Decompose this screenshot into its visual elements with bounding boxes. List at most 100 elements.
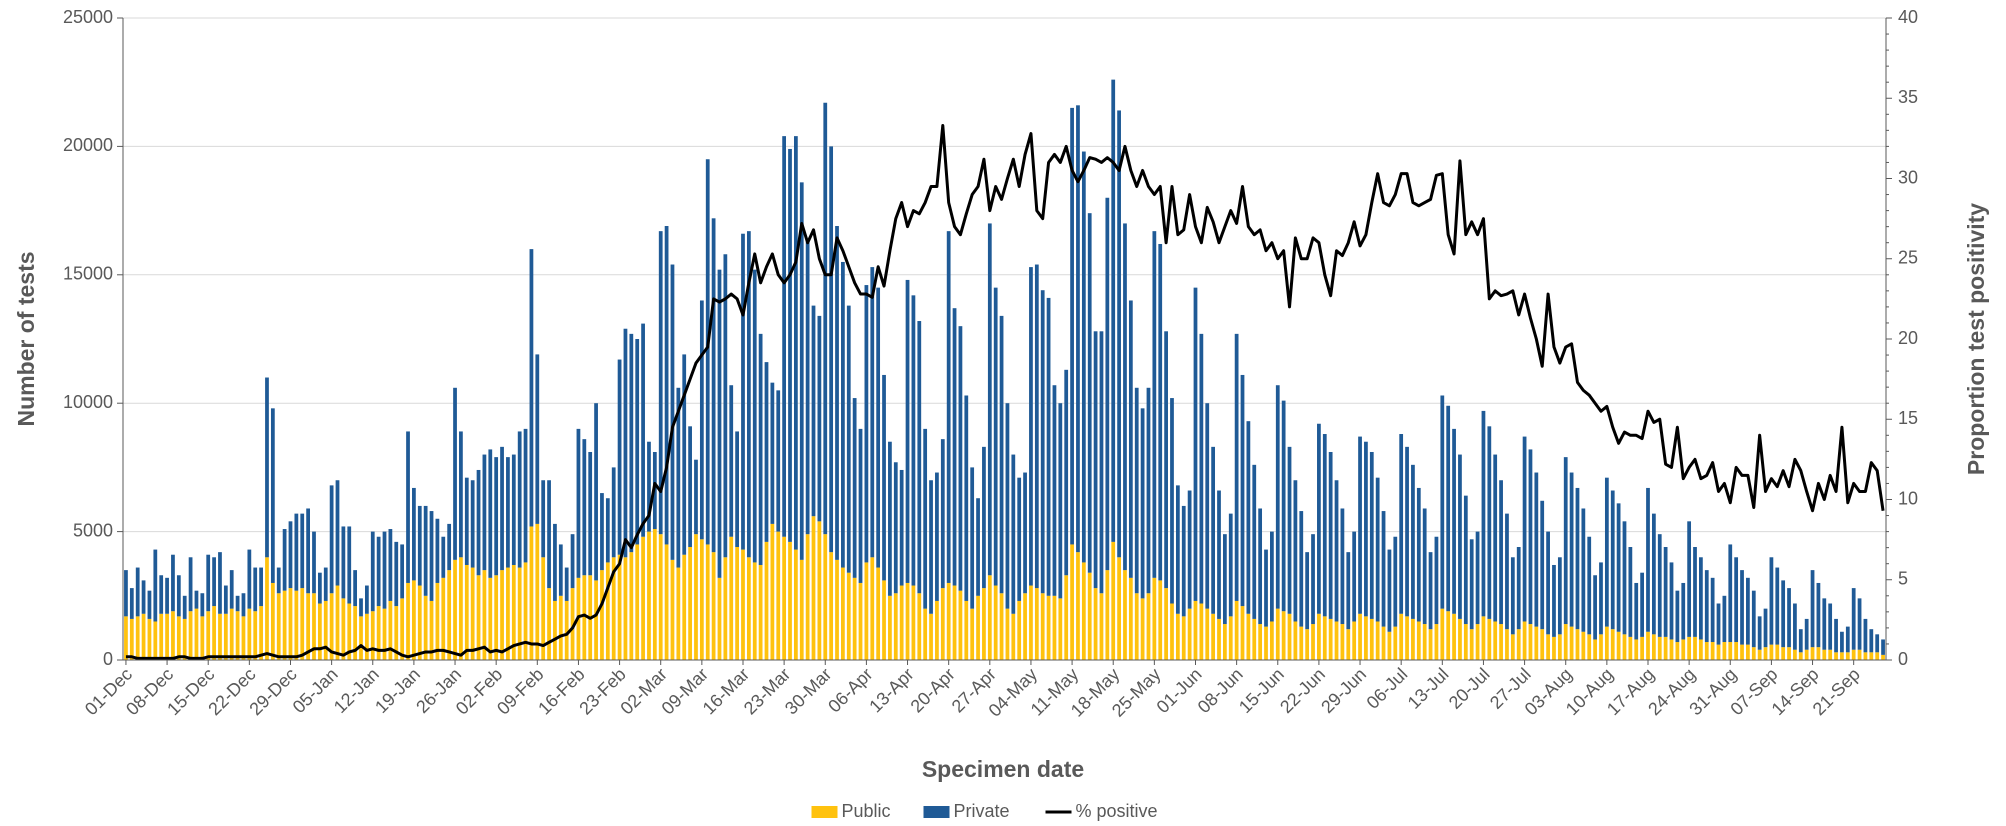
legend-label: % positive <box>1076 801 1158 821</box>
bar <box>882 374 886 581</box>
bar <box>147 590 152 619</box>
bar <box>124 616 128 660</box>
bar <box>723 557 728 660</box>
bar <box>500 446 504 571</box>
bar <box>688 426 692 548</box>
bar <box>135 616 140 660</box>
bar <box>1704 642 1709 660</box>
bar <box>1651 513 1656 635</box>
bar <box>276 593 281 660</box>
bar <box>1334 480 1339 622</box>
bar <box>1728 544 1733 643</box>
x-tick-label: 13-Jul <box>1404 664 1453 713</box>
bar <box>511 454 516 565</box>
bar <box>1881 639 1885 655</box>
bar <box>329 593 334 660</box>
bar <box>1769 644 1774 660</box>
bar <box>1828 603 1833 650</box>
bar <box>1070 107 1074 545</box>
bar <box>464 564 469 660</box>
bar <box>1522 621 1527 660</box>
y-tick-label: 25000 <box>63 7 113 27</box>
bar <box>376 606 381 660</box>
y2-tick-label: 25 <box>1898 248 1918 268</box>
bar <box>1734 642 1739 660</box>
bar <box>1175 485 1180 614</box>
bar <box>1510 557 1515 635</box>
bar <box>488 577 493 660</box>
bar <box>541 557 546 660</box>
bar <box>1481 410 1486 617</box>
bar <box>664 544 669 660</box>
bar <box>817 521 822 660</box>
bar <box>194 590 199 609</box>
bar <box>1810 647 1815 660</box>
y2-tick-label: 15 <box>1898 408 1918 428</box>
bar <box>1029 267 1033 586</box>
bar <box>1552 564 1556 637</box>
bar <box>1228 616 1233 660</box>
bar <box>594 580 598 660</box>
bar <box>641 536 645 660</box>
bar <box>841 567 845 660</box>
bar <box>899 469 904 586</box>
bar <box>335 585 340 660</box>
bar <box>1052 595 1057 660</box>
bar <box>1528 624 1533 660</box>
y-axis-title: Number of tests <box>13 251 39 426</box>
bar <box>417 505 422 586</box>
bar <box>523 562 528 660</box>
bar <box>365 585 369 614</box>
bar <box>1851 649 1856 660</box>
bar <box>917 593 922 660</box>
bar <box>359 598 363 617</box>
bar <box>1593 639 1597 660</box>
bar <box>1005 608 1010 660</box>
bar <box>1140 598 1145 660</box>
bar <box>694 534 698 660</box>
bar <box>635 339 640 545</box>
bar <box>1628 636 1633 660</box>
bar <box>1381 626 1386 660</box>
bar <box>1281 400 1286 612</box>
legend-label: Private <box>954 801 1010 821</box>
x-tick-label: 08-Jun <box>1194 664 1247 717</box>
bar <box>835 559 839 660</box>
bar <box>935 472 939 601</box>
bar <box>1093 588 1098 660</box>
bar <box>1234 600 1239 660</box>
bar <box>1587 536 1592 635</box>
bar <box>1699 639 1703 660</box>
bar <box>658 534 663 660</box>
bar <box>1505 513 1509 630</box>
x-tick-label: 21-Sep <box>1809 664 1864 719</box>
bar <box>1834 618 1838 653</box>
bar <box>323 600 328 660</box>
bar <box>476 575 481 660</box>
bar <box>1017 477 1022 601</box>
bar <box>1575 629 1580 660</box>
bar <box>782 536 787 660</box>
bar <box>776 390 781 532</box>
bar <box>970 467 975 609</box>
bar <box>729 536 734 660</box>
bar <box>1458 454 1462 619</box>
bar <box>547 588 551 660</box>
bar <box>182 595 187 619</box>
bar <box>1011 454 1016 614</box>
y-tick-label: 10000 <box>63 392 113 412</box>
bar <box>846 305 851 573</box>
legend-label: Public <box>842 801 891 821</box>
bar <box>870 267 875 558</box>
bar <box>1475 624 1480 660</box>
bar <box>282 529 287 591</box>
bar <box>999 593 1004 660</box>
bar <box>735 547 739 660</box>
bar <box>705 159 710 545</box>
bar <box>600 493 604 571</box>
line <box>125 124 1885 660</box>
bar <box>758 333 763 565</box>
bar <box>1217 618 1221 660</box>
bar <box>1117 110 1121 558</box>
